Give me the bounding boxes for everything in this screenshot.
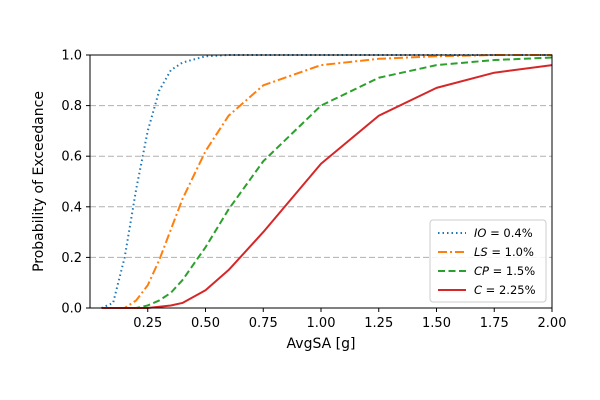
x-tick-label: 0.75 [249, 316, 278, 331]
y-tick-label: 0.6 [61, 150, 82, 165]
x-tick-label: 2.00 [538, 316, 567, 331]
y-tick-label: 0.2 [61, 251, 82, 266]
x-tick-label: 1.75 [480, 316, 509, 331]
x-tick-label: 0.25 [133, 316, 162, 331]
x-axis-title: AvgSA [g] [287, 336, 356, 352]
series-line-io [101, 54, 552, 309]
series-line-ls [101, 54, 552, 309]
y-tick-label: 0.8 [61, 99, 82, 114]
legend-label-cp: CP = 1.5% [474, 264, 535, 278]
y-tick-label: 0.4 [61, 200, 82, 215]
legend-label-ls: LS = 1.0% [474, 245, 534, 259]
x-tick-label: 1.50 [422, 316, 451, 331]
x-tick-label: 0.50 [191, 316, 220, 331]
x-tick-label: 1.00 [307, 316, 336, 331]
series-line-cp [101, 56, 553, 309]
y-tick-label: 1.0 [61, 49, 82, 64]
y-axis-title: Probability of Exceedance [31, 91, 47, 272]
x-tick-label: 1.25 [364, 316, 393, 331]
axis-ticks: 0.25 0.50 0.75 1.00 1.25 1.50 1.75 2.00 0.0 0.2 0.… [61, 49, 566, 332]
legend-label-c: C = 2.25% [474, 283, 536, 297]
legend: IO = 0.4% LS = 1.0% CP = 1.5% C = 2.25% [429, 219, 547, 303]
legend-label-io: IO = 0.4% [474, 226, 533, 240]
y-tick-label: 0.0 [61, 302, 82, 317]
legend-box [429, 219, 547, 303]
